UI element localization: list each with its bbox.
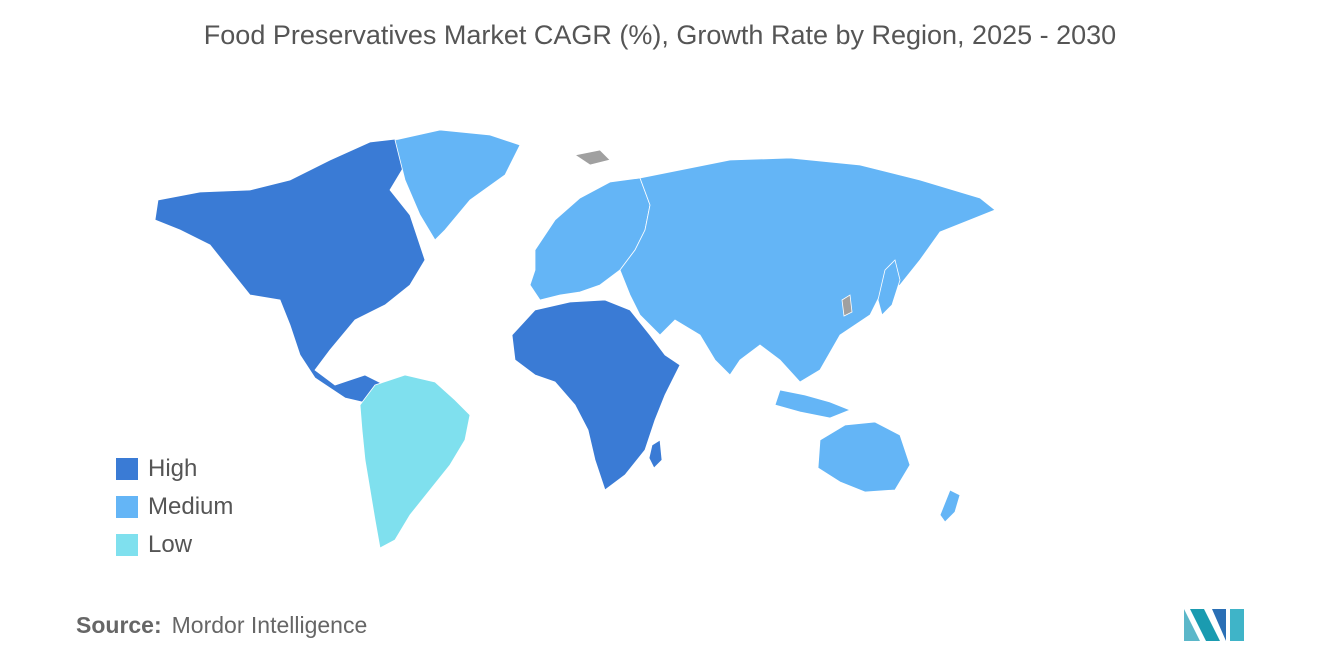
legend-item-low: Low xyxy=(116,526,233,564)
region-north-america xyxy=(154,137,426,406)
world-map xyxy=(154,129,996,549)
legend: High Medium Low xyxy=(116,450,233,564)
region-madagascar xyxy=(648,439,663,469)
region-africa xyxy=(511,299,681,491)
region-australia xyxy=(817,421,911,493)
region-greenland xyxy=(394,129,521,241)
source-note: Source: Mordor Intelligence xyxy=(76,612,367,639)
legend-swatch-high xyxy=(116,458,138,480)
region-new-zealand xyxy=(939,489,961,523)
region-no-data-svalbard xyxy=(573,149,611,166)
legend-item-high: High xyxy=(116,450,233,488)
region-sea-islands xyxy=(774,389,852,419)
mordor-intelligence-logo-icon xyxy=(1184,609,1244,641)
region-asia xyxy=(619,157,996,383)
region-no-data-korea xyxy=(841,294,853,317)
source-label: Source: xyxy=(76,612,162,638)
legend-label-high: High xyxy=(148,455,198,482)
source-value: Mordor Intelligence xyxy=(171,612,368,638)
legend-label-low: Low xyxy=(148,531,193,558)
legend-swatch-low xyxy=(116,534,138,556)
legend-label-medium: Medium xyxy=(148,493,234,520)
region-south-america xyxy=(359,374,471,549)
legend-swatch-medium xyxy=(116,496,138,518)
legend-item-medium: Medium xyxy=(116,488,233,526)
chart-title: Food Preservatives Market CAGR (%), Grow… xyxy=(203,20,1117,50)
region-japan xyxy=(877,259,901,316)
